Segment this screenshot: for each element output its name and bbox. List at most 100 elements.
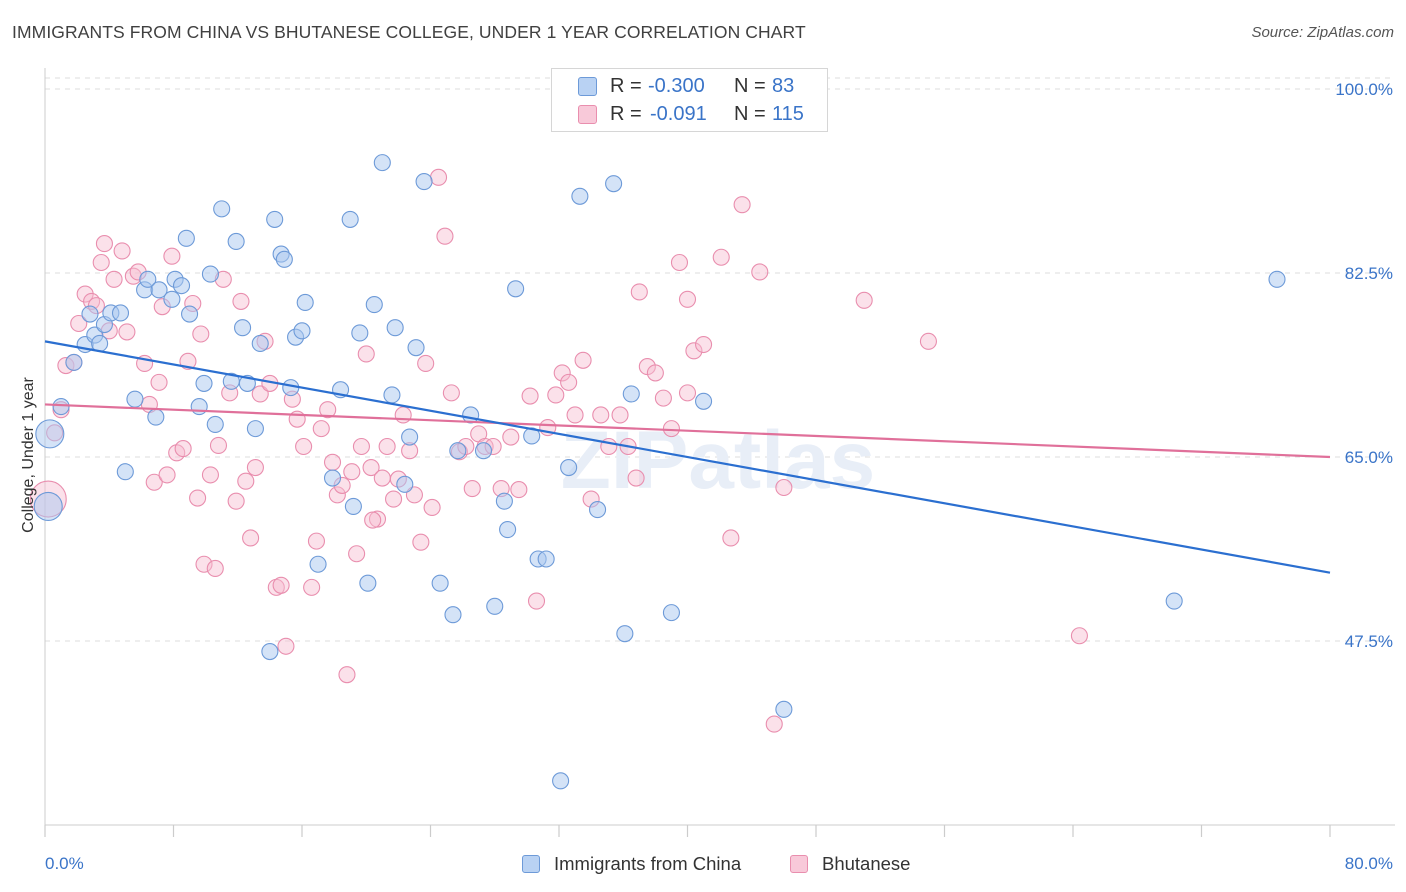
bhutanese-legend-label: Bhutanese	[822, 853, 911, 874]
legend-row-china: R = -0.300 N = 83	[552, 72, 827, 100]
bhutanese-point	[227, 492, 245, 510]
bhutanese-point	[547, 386, 565, 404]
bhutanese-point	[352, 437, 370, 456]
bhutanese-point	[695, 335, 713, 354]
bhutanese-point	[627, 469, 645, 487]
bhutanese-point	[246, 458, 264, 477]
bhutanese-point	[158, 466, 176, 484]
bhutanese-point	[95, 235, 113, 253]
bhutanese-point	[295, 437, 313, 456]
china-point	[213, 200, 231, 218]
china-point	[91, 334, 109, 353]
legend-r-value: -0.091	[650, 103, 707, 125]
legend-n-value: 115	[772, 103, 804, 125]
bhutanese-point	[328, 486, 346, 504]
china-point	[449, 442, 467, 460]
y-tick-label: 82.5%	[1345, 264, 1393, 283]
bhutanese-point	[654, 389, 672, 407]
bhutanese-point	[919, 332, 937, 350]
bhutanese-point	[92, 253, 110, 272]
china-point	[177, 229, 195, 247]
bhutanese-point	[685, 342, 703, 360]
china-point	[172, 277, 191, 295]
china-point	[365, 296, 383, 314]
bhutanese-point	[611, 406, 629, 424]
bhutanese-point	[765, 715, 783, 733]
bhutanese-point	[195, 555, 213, 573]
china-point	[33, 491, 63, 521]
bhutanese-point	[630, 283, 648, 301]
china-point	[293, 322, 311, 340]
china-point	[35, 419, 65, 449]
y-tick-label: 100.0%	[1335, 80, 1393, 99]
china-legend-swatch	[522, 855, 540, 873]
legend-row-bhutanese: R = -0.091 N = 115	[552, 100, 827, 128]
china-point	[359, 574, 377, 592]
bhutanese-point	[436, 227, 454, 245]
x-tick-label: 80.0%	[1345, 854, 1393, 873]
bhutanese-point	[412, 533, 430, 551]
chart-title: IMMIGRANTS FROM CHINA VS BHUTANESE COLLE…	[12, 22, 806, 42]
china-point	[588, 501, 607, 519]
china-point	[571, 187, 589, 205]
bhutanese-point	[417, 354, 435, 372]
china-point	[150, 281, 168, 299]
china-point	[605, 175, 623, 193]
legend-n-label: N =	[734, 103, 766, 125]
china-point	[415, 173, 433, 191]
bhutanese-point	[209, 436, 228, 454]
china-point	[261, 642, 279, 661]
y-tick-label: 47.5%	[1345, 632, 1393, 651]
bhutanese-point	[566, 406, 584, 424]
china-point	[351, 324, 369, 342]
china-point	[309, 555, 327, 573]
bhutanese-point	[232, 292, 250, 310]
bhutanese-point	[105, 270, 123, 288]
bhutanese-point	[362, 458, 380, 477]
bhutanese-point	[405, 486, 423, 504]
china-point	[695, 392, 713, 410]
china-point	[431, 574, 449, 592]
china-point	[552, 772, 570, 790]
china-point	[662, 604, 680, 622]
bhutanese-point	[251, 385, 269, 403]
china-point	[227, 232, 245, 251]
china-point	[266, 210, 284, 228]
bhutanese-point	[712, 248, 730, 266]
china-point	[386, 319, 404, 337]
china-point	[775, 700, 793, 718]
bhutanese-points	[29, 168, 1088, 733]
china-point	[622, 385, 640, 403]
china-point	[275, 250, 293, 268]
bhutanese-point	[560, 373, 578, 391]
china-legend-label: Immigrants from China	[554, 853, 742, 874]
bhutanese-point	[307, 532, 326, 550]
bhutanese-point	[348, 545, 366, 563]
china-point	[341, 210, 359, 228]
china-point	[296, 293, 314, 312]
bhutanese-point	[70, 314, 88, 333]
legend-r-value: -0.300	[648, 75, 705, 97]
china-point	[163, 290, 181, 308]
china-point	[495, 492, 513, 510]
bhutanese-point	[174, 440, 192, 458]
bhutanese-point	[364, 511, 382, 529]
bhutanese-point	[662, 420, 680, 438]
china-point	[195, 374, 213, 392]
x-tick-labels: 0.0% 80.0%	[45, 854, 1393, 873]
bhutanese-point	[751, 263, 769, 281]
legend-n-label: N =	[734, 75, 766, 97]
china-swatch	[578, 77, 597, 96]
china-point	[201, 265, 219, 283]
bhutanese-point	[670, 253, 689, 272]
china-point	[139, 270, 157, 288]
china-point	[560, 458, 578, 477]
bhutanese-point	[201, 466, 219, 484]
bhutanese-point	[192, 325, 210, 343]
bhutanese-point	[775, 478, 793, 497]
bhutanese-point	[277, 637, 295, 655]
y-tick-label: 65.0%	[1345, 448, 1393, 467]
bhutanese-point	[150, 373, 168, 391]
legend-r-label: R =	[610, 103, 642, 125]
bhutanese-point	[574, 351, 592, 369]
